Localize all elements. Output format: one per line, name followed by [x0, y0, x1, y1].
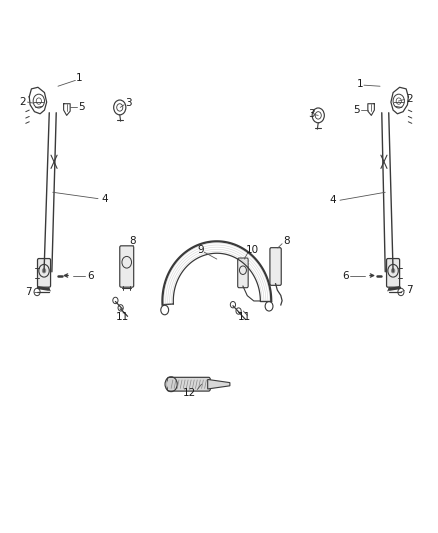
Text: 2: 2	[19, 97, 25, 107]
FancyBboxPatch shape	[38, 259, 50, 287]
Circle shape	[42, 268, 46, 273]
Text: 7: 7	[25, 287, 32, 297]
Text: 2: 2	[406, 94, 413, 104]
Polygon shape	[208, 379, 230, 389]
Text: 12: 12	[183, 387, 196, 398]
Text: 3: 3	[126, 98, 132, 108]
Circle shape	[391, 268, 395, 273]
Text: 8: 8	[283, 236, 290, 246]
Text: 6: 6	[87, 271, 94, 280]
Text: 7: 7	[406, 285, 413, 295]
Circle shape	[167, 379, 176, 390]
Text: 3: 3	[308, 109, 314, 119]
FancyBboxPatch shape	[270, 248, 281, 285]
Text: 11: 11	[238, 312, 251, 322]
Text: 5: 5	[353, 105, 360, 115]
Text: 5: 5	[78, 102, 85, 112]
FancyBboxPatch shape	[120, 246, 134, 287]
Text: 9: 9	[198, 245, 204, 255]
Text: 1: 1	[75, 73, 82, 83]
Text: 11: 11	[116, 312, 129, 322]
FancyBboxPatch shape	[387, 259, 399, 287]
Text: 8: 8	[130, 236, 136, 246]
Text: 1: 1	[357, 78, 364, 88]
Text: 6: 6	[342, 271, 349, 280]
Text: 10: 10	[246, 245, 259, 255]
FancyBboxPatch shape	[167, 377, 210, 391]
Text: 4: 4	[102, 193, 108, 204]
FancyBboxPatch shape	[238, 258, 248, 288]
Text: 4: 4	[330, 195, 336, 205]
